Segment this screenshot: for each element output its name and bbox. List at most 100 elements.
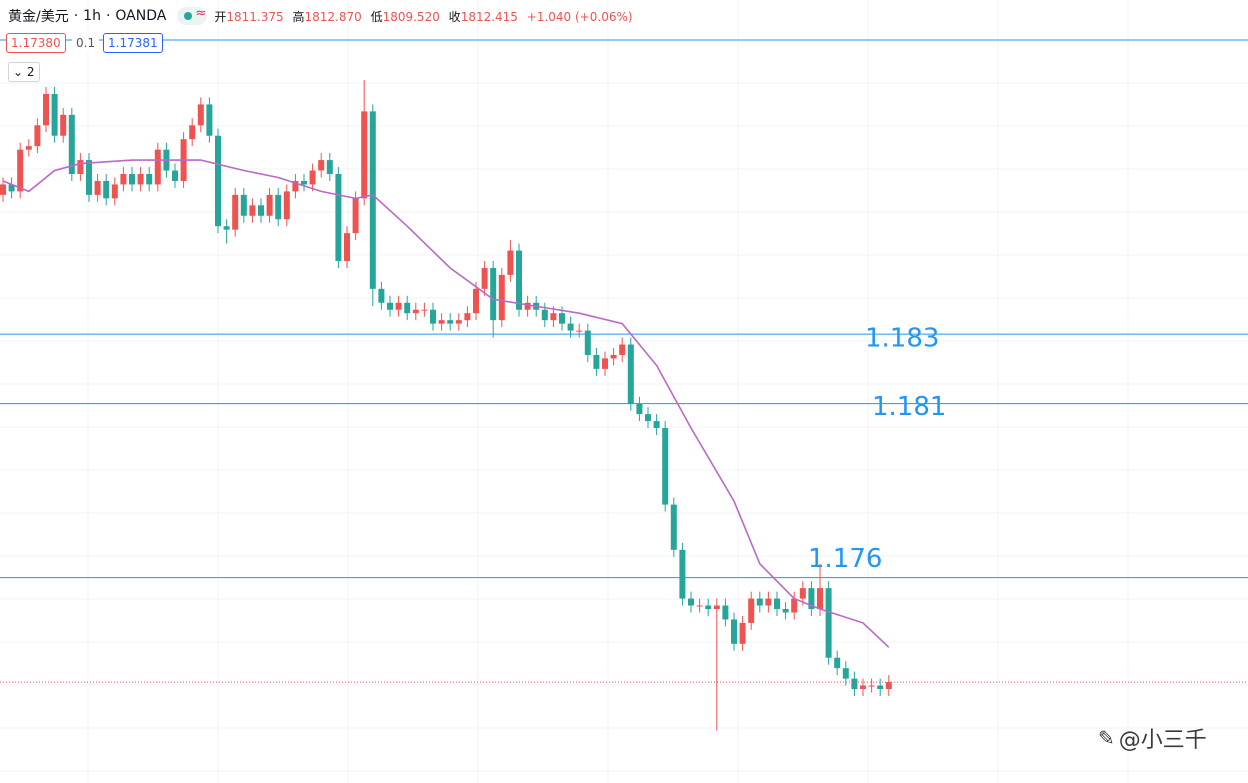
ohlc-label: 收 [448,9,461,24]
candle-body [662,428,669,505]
ohlc-label: 开 [214,9,227,24]
candle-body [756,598,763,606]
candle-body [464,313,471,321]
candle-body [344,233,350,261]
candle-body [619,344,626,355]
candle-body [593,354,600,369]
candle-body [111,184,118,199]
ohlc: 开1811.375 高1812.870 低1809.520 收1812.415 … [214,8,637,25]
candle-body [438,320,445,324]
ohlc-label: 高 [292,9,305,24]
candle-body [705,605,712,609]
candle-body [636,403,643,415]
candle-body [473,288,479,314]
candle-body [309,170,316,185]
candle-body [825,588,832,658]
candle-body [232,194,239,230]
candle-body [146,174,153,185]
candle-body [120,174,127,185]
candle-body [292,180,299,192]
candle-body [8,184,15,192]
candle-body [739,622,746,644]
symbol[interactable]: 黄金/美元 [8,9,69,25]
candle-body [602,358,608,369]
candle-body [868,685,875,687]
buy-button[interactable]: 1.17381 [103,33,163,53]
candle-body [610,354,617,359]
candle-body [387,302,393,310]
level-label: 1.183 [865,324,939,354]
candle-body [765,598,772,606]
candle-body [189,125,196,140]
candle-body [154,149,161,185]
candle-body [34,125,41,147]
candle-body [481,267,488,289]
change: +1.040 (+0.06%) [526,9,633,24]
candle-body [507,250,514,275]
candle-body [369,111,376,289]
interval[interactable]: 1h [83,8,101,24]
candle-body [283,191,290,220]
candle-body [103,180,110,199]
indicator-count: 2 [26,65,35,79]
candle-body [412,309,419,314]
candle-body [129,174,135,185]
candle-body [722,605,729,620]
candle-body [0,184,6,195]
candle-body [335,174,342,261]
ohlc-value: 1812.415 [460,9,518,24]
candle-body [782,609,789,613]
candle-body [206,104,213,136]
candle-body [688,598,694,606]
candle-body [885,682,892,690]
indicator-toggle[interactable]: ⌄ 2 [8,62,40,82]
candle-body [567,323,574,331]
candle-body [25,146,32,150]
candle-body [774,598,780,609]
candle-body [696,605,703,607]
candle-body [877,685,884,690]
candle-body [223,226,230,230]
spread: 0.1 [72,34,100,52]
candle-body [516,250,522,310]
candle-body [670,504,677,550]
candle-body [731,619,737,644]
candle-body [240,194,247,216]
candle-body [249,205,256,216]
candle-body [808,588,815,609]
chevron-icon: ⌄ [13,65,27,79]
candle-body [378,288,385,303]
sep: · [73,8,79,24]
candle-body [447,320,454,324]
sell-button[interactable]: 1.17380 [6,33,66,53]
candle-body [361,111,368,199]
ma-line [2,159,890,648]
candle-body [455,320,462,324]
candle-body [17,149,24,192]
candle-body [404,302,411,314]
candle-body [60,114,67,136]
candle-body [51,93,58,136]
candle-body [68,114,75,174]
candle-body [275,194,282,220]
watermark: ✎ @小三千 [1098,722,1207,754]
logo-icon: ✎ [1098,726,1115,750]
candle-body [172,170,178,181]
candle-body [258,205,264,216]
candle-body [490,267,497,321]
candle-body [791,598,798,613]
candle-body [266,194,273,216]
candle-body [679,549,686,599]
candle-body [559,313,565,324]
candle-body [77,160,84,174]
ohlc-label: 低 [370,9,383,24]
candle-body [137,174,144,185]
ohlc-value: 1809.520 [382,9,440,24]
candle-body [748,598,755,623]
level-label: 1.181 [872,392,946,422]
candle-body [197,104,204,126]
level-label: 1.176 [808,544,882,574]
candle-body [799,588,806,599]
